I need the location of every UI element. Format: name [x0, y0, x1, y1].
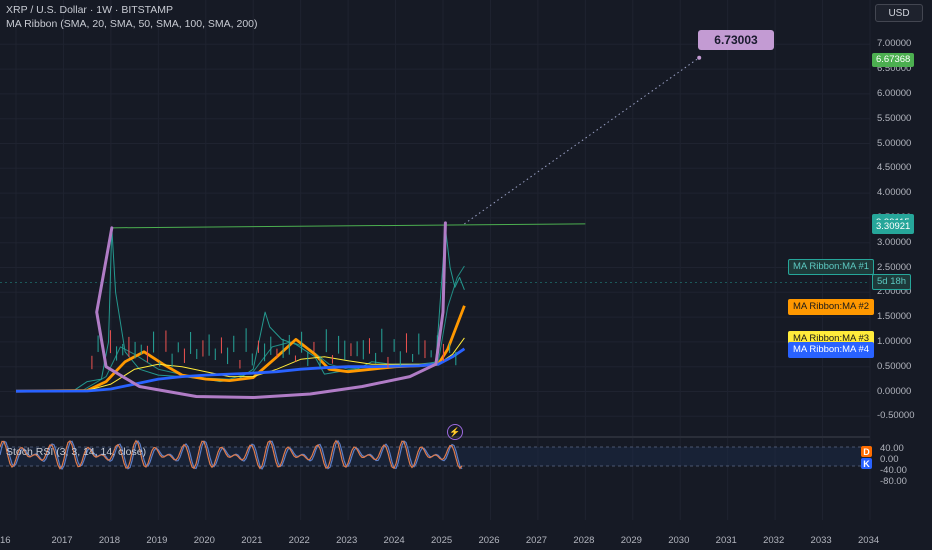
stoch-rsi-tick: -40.00	[880, 465, 907, 476]
price-tick: 4.00000	[877, 187, 912, 199]
time-tick: 2019	[146, 535, 168, 546]
time-tick: 2022	[288, 535, 310, 546]
bar-countdown: 5d 18h	[872, 274, 912, 291]
price-tick: 1.00000	[877, 335, 912, 347]
stoch-rsi-tick: 0.00	[880, 454, 899, 465]
projection-line	[464, 57, 700, 225]
price-tick: 4.50000	[877, 162, 912, 174]
time-tick: 2018	[98, 535, 121, 546]
stoch-rsi-legend[interactable]: Stoch RSI (3, 3, 14, 14, close)	[6, 446, 147, 458]
price-tick: 6.00000	[877, 87, 912, 99]
ma-label: MA Ribbon:MA #4	[788, 341, 875, 358]
price-badge: 3.30921	[872, 220, 915, 235]
time-tick: 2017	[51, 535, 73, 546]
price-tick: 5.50000	[877, 112, 912, 124]
lightning-icon[interactable]: ⚡	[447, 424, 463, 440]
projection-point	[697, 55, 702, 60]
time-tick: 2026	[478, 535, 500, 546]
cup-drawing	[95, 221, 447, 399]
resistance-line	[111, 223, 586, 229]
ma1-line	[15, 265, 465, 392]
price-tick: 2.00000	[877, 286, 912, 298]
time-tick: 2028	[573, 535, 595, 546]
indicator-legend[interactable]: MA Ribbon (SMA, 20, SMA, 50, SMA, 100, S…	[6, 18, 258, 30]
price-tick: 6.50000	[877, 63, 912, 75]
stoch-rsi-pane	[0, 439, 870, 471]
projection-target-label[interactable]: 6.73003	[698, 30, 774, 50]
price-tick: 3.00000	[877, 236, 912, 248]
stoch-rsi-tick: 40.00	[880, 443, 904, 454]
price-tick: -0.50000	[877, 410, 915, 422]
stoch-rsi-tick: -80.00	[880, 476, 907, 487]
currency-button[interactable]: USD	[875, 4, 923, 22]
ma-label: MA Ribbon:MA #2	[788, 298, 875, 315]
time-tick: 2031	[715, 535, 737, 546]
time-tick: 2034	[858, 535, 880, 546]
time-tick: 2024	[383, 535, 405, 546]
time-tick: 2021	[241, 535, 263, 546]
price-tick: 7.00000	[877, 38, 912, 50]
price-tick: 0.50000	[877, 360, 912, 372]
time-tick: 2033	[810, 535, 832, 546]
price-tick: 5.00000	[877, 137, 912, 149]
stoch-d-line	[0, 439, 463, 470]
time-tick: 2023	[336, 535, 358, 546]
stoch-flag-d: D	[861, 446, 872, 457]
ma3-line	[15, 337, 465, 392]
drawings	[95, 55, 702, 399]
time-tick: 16	[0, 535, 11, 546]
price-tick: 0.00000	[877, 385, 912, 397]
time-tick: 2020	[193, 535, 215, 546]
price-tick: 2.50000	[877, 261, 912, 273]
time-tick: 2032	[763, 535, 785, 546]
grid	[0, 0, 871, 520]
time-tick: 2029	[620, 535, 642, 546]
time-tick: 2025	[431, 535, 453, 546]
stoch-flag-k: K	[861, 458, 872, 469]
symbol-title[interactable]: XRP / U.S. Dollar · 1W · BITSTAMP	[6, 4, 174, 16]
time-tick: 2030	[668, 535, 690, 546]
price-badge: 6.67368	[872, 53, 915, 68]
price-line	[16, 227, 465, 392]
time-tick: 2027	[525, 535, 548, 546]
ma-label: MA Ribbon:MA #1	[788, 259, 875, 275]
price-tick: 1.50000	[877, 311, 912, 323]
